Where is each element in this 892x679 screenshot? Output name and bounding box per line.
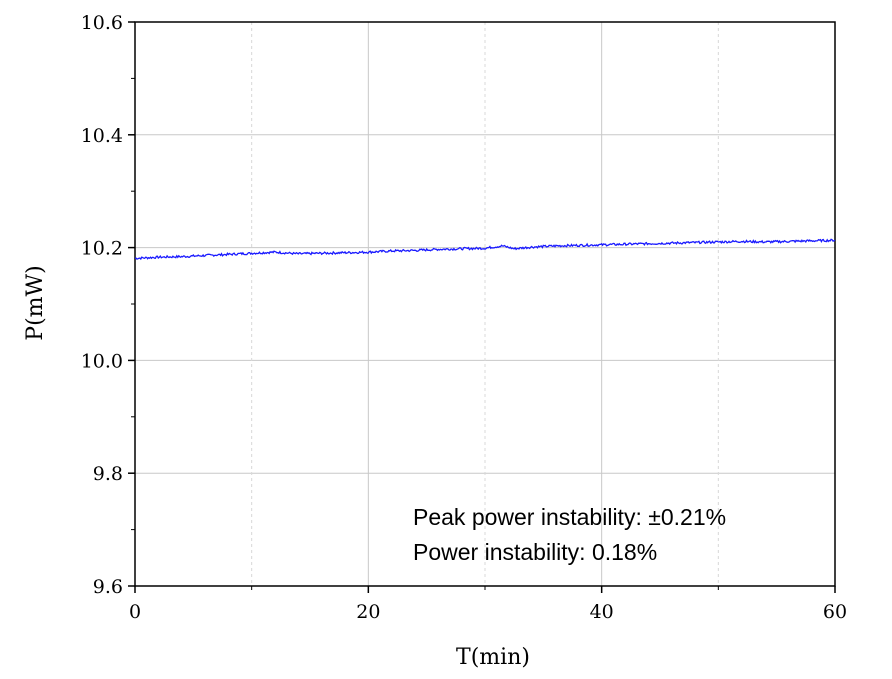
annotation-peak-instability: Peak power instability: ±0.21%	[413, 504, 726, 530]
x-tick-label: 40	[590, 601, 614, 623]
y-axis-label: P(mW)	[23, 265, 48, 340]
y-tick-label: 9.6	[93, 576, 123, 598]
series-layer	[134, 238, 836, 261]
x-tick-label: 60	[823, 601, 847, 623]
y-tick-label: 10.4	[81, 125, 123, 147]
tick-labels: 9.6 9.8 10.0 10.2 10.4 10.6 0 20 40 60	[81, 12, 847, 623]
annotation-power-instability: Power instability: 0.18%	[413, 539, 657, 565]
y-tick-label: 10.6	[81, 12, 123, 34]
x-axis-label: T(min)	[456, 645, 530, 670]
power-series-line	[134, 238, 836, 261]
y-tick-label: 10.2	[81, 238, 123, 260]
y-tick-label: 9.8	[93, 463, 123, 485]
axis-ticks	[128, 21, 836, 593]
y-tick-label: 10.0	[81, 350, 123, 372]
x-tick-label: 20	[356, 601, 380, 623]
x-tick-label: 0	[129, 601, 141, 623]
grid-lines	[135, 22, 835, 586]
